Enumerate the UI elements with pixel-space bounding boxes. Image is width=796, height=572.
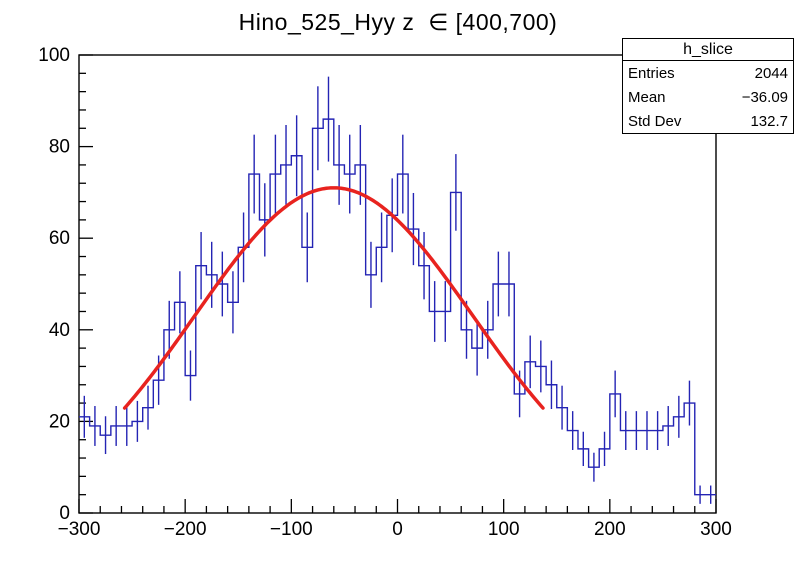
svg-text:−300: −300: [58, 519, 101, 540]
stats-box: h_slice Entries 2044 Mean −36.09 Std Dev…: [622, 38, 794, 134]
histogram-steps: [79, 118, 716, 496]
gaussian-fit-curve: [122, 186, 545, 410]
y-axis-labels: 0 20 40 60 80 100: [38, 45, 70, 524]
svg-text:0: 0: [392, 519, 403, 540]
plot-frame: [78, 54, 717, 514]
stats-label-mean: Mean: [628, 88, 666, 106]
plot-title: Hino_525_Hyy z ∈ [400,700): [238, 9, 558, 35]
y-axis-ticks: [79, 54, 93, 514]
histogram-error-bars: [83, 76, 712, 504]
svg-text:−200: −200: [164, 519, 207, 540]
stats-label-entries: Entries: [628, 64, 675, 82]
stats-row-entries: Entries 2044: [623, 61, 793, 85]
svg-text:80: 80: [49, 137, 70, 158]
svg-text:300: 300: [700, 519, 732, 540]
stats-value-entries: 2044: [754, 64, 788, 82]
stats-box-title: h_slice: [623, 39, 793, 61]
svg-text:100: 100: [488, 519, 520, 540]
svg-text:0: 0: [59, 503, 70, 524]
stats-row-mean: Mean −36.09: [623, 85, 793, 109]
x-axis-ticks: [78, 499, 717, 513]
stats-value-stddev: 132.7: [750, 112, 788, 130]
stats-label-stddev: Std Dev: [628, 112, 682, 130]
svg-text:40: 40: [49, 320, 70, 341]
stats-row-stddev: Std Dev 132.7: [623, 109, 793, 133]
svg-text:20: 20: [49, 411, 70, 432]
x-axis-labels: −300 −200 −100 0 100 200 300: [58, 519, 732, 540]
svg-text:200: 200: [594, 519, 626, 540]
svg-text:100: 100: [38, 45, 70, 66]
stats-value-mean: −36.09: [741, 88, 788, 106]
svg-text:60: 60: [49, 228, 70, 249]
svg-text:−100: −100: [270, 519, 313, 540]
